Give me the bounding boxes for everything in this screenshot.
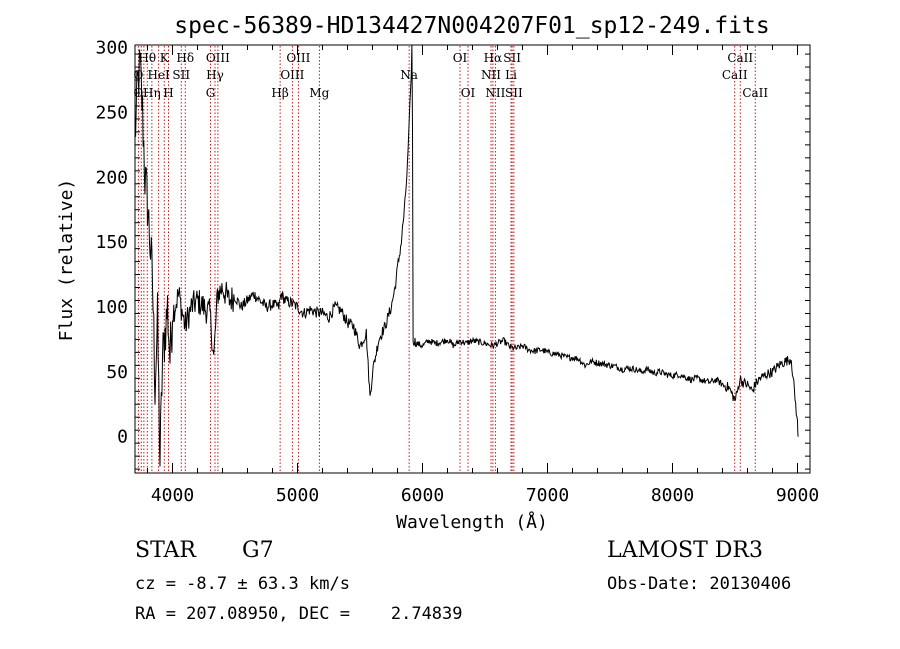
spectral-line-label: Hη xyxy=(143,86,161,100)
y-tick-label: 50 xyxy=(106,362,128,383)
spectral-line-label: Na xyxy=(400,68,418,82)
x-tick-label: 4000 xyxy=(151,485,194,506)
spectral-line-label: Hγ xyxy=(206,68,224,82)
axis-ticks: 4000 5000 6000 7000 8000 9000 0 50 100 150 200 250 3… xyxy=(95,38,819,506)
x-axis-label: Wavelength (Å) xyxy=(396,511,548,533)
y-tick-label: 200 xyxy=(95,167,128,188)
spectral-line-label: K xyxy=(160,51,170,65)
spectral-line-label: OIII xyxy=(280,68,304,82)
spectral-line-label: O xyxy=(133,68,143,82)
object-class: STAR xyxy=(135,538,196,563)
x-tick-label: 7000 xyxy=(526,485,569,506)
chart-title: spec-56389-HD134427N004207F01_sp12-249.f… xyxy=(174,13,769,39)
observation-date: Obs-Date: 20130406 xyxy=(607,574,792,594)
spectral-line-label: H xyxy=(163,86,173,100)
spectrum-line xyxy=(134,44,799,467)
survey-name: LAMOST DR3 xyxy=(607,538,763,563)
spectral-line-label: SII xyxy=(172,68,190,82)
spectral-line-label: NII xyxy=(481,68,501,82)
spectral-line-label: Hθ xyxy=(138,51,156,65)
y-tick-label: 250 xyxy=(95,102,128,123)
spectral-line-label: OI xyxy=(453,51,468,65)
x-tick-label: 9000 xyxy=(776,485,819,506)
spectral-line-label: OI xyxy=(461,86,476,100)
redshift-value: cz = -8.7 ± 63.3 km/s xyxy=(135,574,350,594)
spectrum-series xyxy=(134,44,799,467)
spectral-line-label: CaII xyxy=(727,51,753,65)
spectral-line-label: SII xyxy=(505,86,523,100)
spectral-line-label: Hδ xyxy=(176,51,194,65)
coordinates: RA = 207.08950, DEC = 2.74839 xyxy=(135,604,463,624)
y-tick-label: 100 xyxy=(95,297,128,318)
spectral-line-label: OIII xyxy=(206,51,230,65)
spectral-line-label: Hβ xyxy=(271,86,288,100)
spectral-line-label: OIII xyxy=(286,51,310,65)
spectral-subclass: G7 xyxy=(242,538,274,563)
x-tick-label: 6000 xyxy=(401,485,444,506)
y-axis-label: Flux (relative) xyxy=(56,179,77,342)
x-tick-label: 5000 xyxy=(276,485,319,506)
spectral-line-label: CaII xyxy=(722,68,748,82)
spectral-line-label: NII xyxy=(485,86,505,100)
spectral-line-label: O xyxy=(133,86,143,100)
plot-frame xyxy=(134,44,811,474)
y-tick-label: 0 xyxy=(117,427,128,448)
spectral-line-label: Hα xyxy=(484,51,503,65)
y-tick-label: 300 xyxy=(95,38,128,59)
spectral-line-label: G xyxy=(206,86,216,100)
spectral-line-label: Mg xyxy=(309,86,329,100)
x-tick-label: 8000 xyxy=(651,485,694,506)
spectral-line-label: Li xyxy=(505,68,517,82)
spectral-line-label: SII xyxy=(503,51,521,65)
spectral-line-label: CaII xyxy=(742,86,768,100)
spectral-line-label: HeI xyxy=(147,68,170,82)
y-tick-label: 150 xyxy=(95,232,128,253)
line-markers xyxy=(137,46,756,472)
